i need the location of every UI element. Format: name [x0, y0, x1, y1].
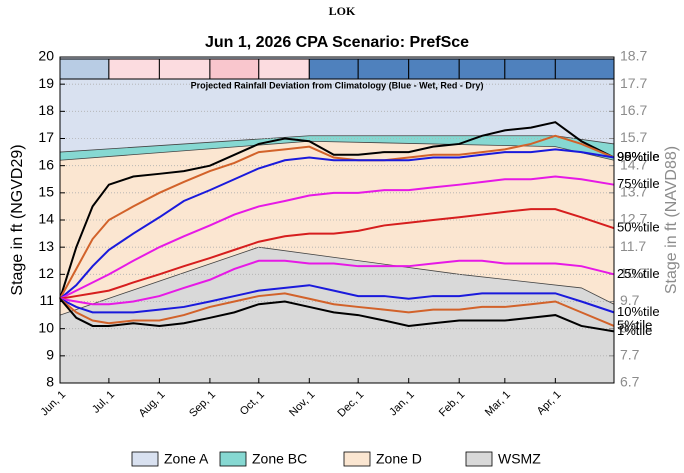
x-tick-label: Sep, 1 [187, 389, 218, 420]
y-tick-label: 11 [39, 292, 54, 308]
percentile-label: 10%tile [617, 304, 660, 319]
x-tick-label: Feb, 1 [437, 389, 468, 420]
y2-tick-label: 8.7 [620, 319, 640, 335]
percentile-line [59, 284, 615, 314]
percentile-label: 1%tile [617, 323, 652, 338]
y2-tick-label: 15.7 [620, 129, 647, 145]
y2-tick-label: 14.7 [620, 156, 647, 172]
y2-tick-label: 12.7 [620, 211, 647, 227]
percentile-line [59, 259, 615, 306]
y-tick-label: 14 [38, 211, 54, 227]
legend-swatch [131, 451, 159, 467]
percentile-line [59, 148, 615, 300]
x-tick-label: Jan, 1 [387, 389, 417, 419]
x-tick-label: Mar, 1 [483, 389, 513, 419]
x-tick-label: Oct, 1 [238, 389, 267, 418]
rainfall-box [504, 58, 556, 80]
legend-label: Zone BC [252, 451, 307, 467]
legend-label: WSMZ [498, 451, 541, 467]
x-tick-label: Jun, 1 [38, 389, 68, 419]
y2-tick-label: 18.7 [620, 48, 647, 64]
y-tick-label: 19 [38, 75, 54, 91]
plot-frame [59, 56, 615, 384]
legend-swatch [343, 451, 371, 467]
legend-swatch [465, 451, 493, 467]
y-tick-label: 15 [38, 184, 54, 200]
zone-area [60, 247, 614, 383]
percentile-label: 90%tile [617, 149, 660, 164]
y-tick-label: 10 [38, 319, 54, 335]
y2-tick-label: 13.7 [620, 184, 647, 200]
rainfall-box [554, 58, 615, 80]
y-tick-label: 20 [38, 48, 54, 64]
y-tick-label: 12 [38, 265, 54, 281]
y-tick-label: 13 [38, 238, 54, 254]
rainfall-box [258, 58, 310, 80]
percentile-line [59, 208, 615, 300]
rainfall-box [458, 58, 506, 80]
percentile-label: 99%tile [617, 149, 660, 164]
y2-tick-label: 6.7 [620, 374, 640, 390]
rainfall-box [408, 58, 460, 80]
y2-tick-label: 11.7 [620, 238, 646, 254]
percentile-line [59, 175, 615, 300]
page-header: LOK [329, 4, 356, 18]
zone-area [60, 135, 614, 161]
legend-label: Zone A [164, 451, 209, 467]
y2-tick-label: 7.7 [620, 347, 640, 363]
chart-title: Jun 1, 2026 CPA Scenario: PrefSce [205, 34, 469, 51]
y2-tick-label: 17.7 [620, 75, 647, 91]
y2-tick-label: 9.7 [620, 292, 640, 308]
percentile-label: 95%tile [617, 149, 660, 164]
zone-boundary [59, 135, 615, 153]
rainfall-box [59, 58, 110, 80]
y-tick-label: 16 [38, 156, 54, 172]
x-tick-label: Dec, 1 [335, 389, 366, 420]
x-tick-label: Apr, 1 [535, 389, 564, 418]
x-tick-label: Aug, 1 [137, 389, 168, 420]
legend-swatch [219, 451, 247, 467]
y-tick-label: 8 [46, 374, 54, 390]
rainfall-box [108, 58, 160, 80]
x-tick-label: Jul, 1 [90, 389, 117, 416]
percentile-label: 50%tile [617, 220, 660, 235]
rainfall-label: Projected Rainfall Deviation from Climat… [191, 80, 484, 90]
rainfall-box [357, 58, 410, 80]
percentile-line [59, 121, 615, 300]
y-tick-label: 17 [38, 129, 54, 145]
zone-area [60, 141, 614, 316]
percentile-line [59, 134, 615, 300]
zone-area [60, 57, 614, 153]
y2-tick-label: 16.7 [620, 102, 647, 118]
y-tick-label: 18 [38, 102, 54, 118]
rainfall-box [209, 58, 260, 80]
rainfall-box [158, 58, 211, 80]
percentile-line [59, 292, 615, 327]
y-axis-label: Stage in ft (NGVD29) [9, 144, 26, 295]
percentile-line [59, 298, 615, 333]
y-tick-label: 9 [46, 347, 54, 363]
x-tick-label: Nov, 1 [287, 389, 317, 419]
percentile-label: 25%tile [617, 266, 660, 281]
rainfall-box [308, 58, 359, 80]
percentile-label: 75%tile [617, 176, 660, 191]
y2-axis-label: Stage in ft (NAVD88) [663, 146, 680, 294]
percentile-label: 5%tile [617, 317, 652, 332]
y2-tick-label: 10.7 [620, 265, 647, 281]
legend-label: Zone D [376, 451, 422, 467]
